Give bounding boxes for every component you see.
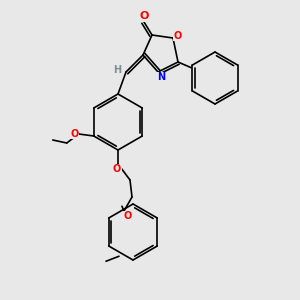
- Text: O: O: [113, 164, 121, 174]
- Text: N: N: [157, 72, 165, 82]
- Text: O: O: [124, 211, 132, 221]
- Text: O: O: [174, 31, 182, 41]
- Text: O: O: [70, 129, 79, 139]
- Text: O: O: [139, 11, 149, 21]
- Text: H: H: [113, 65, 121, 75]
